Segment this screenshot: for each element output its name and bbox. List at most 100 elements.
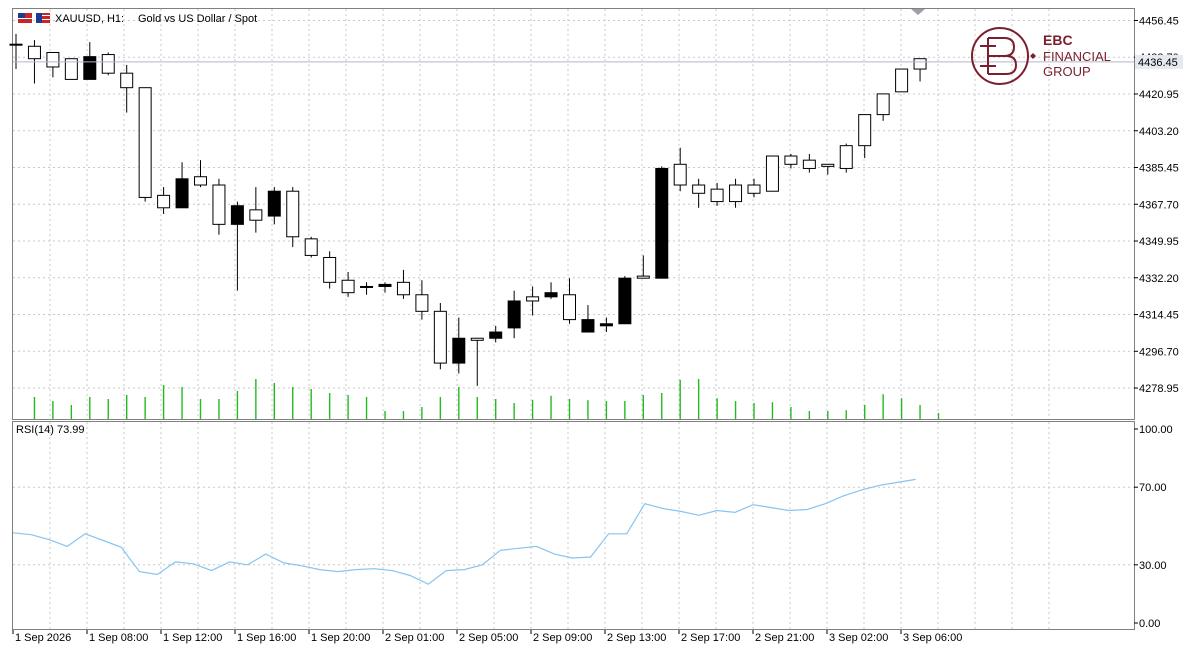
candle [470, 337, 484, 386]
candle [563, 278, 576, 324]
candle-body [470, 337, 484, 341]
candle [673, 147, 687, 192]
candle-body [839, 145, 853, 169]
candle [765, 155, 779, 192]
price-tick-label: 4332.20 [1139, 273, 1179, 285]
chart-description: Gold vs US Dollar / Spot [138, 13, 257, 25]
candle-body [489, 331, 503, 339]
candle-body [692, 184, 706, 194]
candle [452, 317, 466, 374]
candle-body [157, 194, 171, 209]
candle [194, 160, 207, 188]
candle-body [396, 281, 410, 296]
candle [138, 87, 152, 202]
flag-eu-icon [18, 13, 32, 23]
candle [821, 163, 835, 175]
candle [157, 187, 171, 214]
candle [636, 255, 650, 279]
time-tick-label: 3 Sep 02:00 [829, 632, 888, 644]
candle [802, 153, 816, 173]
candle-body [655, 167, 669, 279]
logo-line1: EBC [1043, 32, 1073, 48]
chart-symbol: XAUUSD, H1: [55, 13, 124, 25]
candle [415, 280, 429, 320]
price-tick-label: 4314.45 [1139, 310, 1179, 322]
candle-body [27, 45, 41, 60]
candle [913, 58, 927, 82]
rsi-tick-label: 100.00 [1139, 424, 1173, 436]
candle-body [636, 275, 650, 279]
candle [895, 68, 909, 93]
price-tick-label: 4278.95 [1139, 383, 1179, 395]
price-tick-label: 4349.95 [1139, 236, 1179, 248]
time-tick-label: 2 Sep 21:00 [755, 632, 814, 644]
rsi-panel [12, 421, 1135, 630]
candle [876, 93, 890, 121]
rsi-label: RSI(14) 73.99 [16, 424, 84, 436]
candle-body [729, 184, 743, 203]
candle [175, 162, 189, 209]
candle [526, 286, 540, 316]
rsi-tick-label: 30.00 [1139, 560, 1167, 572]
candle-body [83, 56, 97, 80]
candle [433, 303, 447, 370]
candle [286, 187, 300, 248]
current-price-marker: 4436.45 [13, 54, 1183, 69]
candle-body [599, 323, 613, 327]
volume-bars [33, 379, 940, 419]
candle-body [876, 93, 890, 116]
candle-body [378, 283, 392, 287]
candle-body [784, 155, 798, 165]
candle-body [433, 310, 447, 364]
candle-body [821, 163, 835, 167]
candle [249, 187, 263, 233]
candle [360, 282, 374, 295]
candle-body [710, 188, 724, 203]
candle-body [230, 205, 244, 225]
price-tick-label: 4403.20 [1139, 126, 1179, 138]
chart-shift-marker-icon[interactable] [911, 9, 925, 15]
candle-body [194, 176, 207, 186]
candle [655, 166, 669, 279]
candle-body [507, 300, 521, 329]
candle [489, 325, 503, 343]
candle [710, 182, 724, 206]
price-tick-label: 4420.95 [1139, 89, 1179, 101]
price-tick-label: 4367.70 [1139, 199, 1179, 211]
chart-header: XAUUSD, H1: Gold vs US Dollar / Spot [18, 13, 257, 25]
candle-body [101, 54, 115, 74]
flag-us-icon [36, 13, 50, 23]
candle-body [747, 184, 761, 194]
candle-body [563, 294, 576, 321]
candle-body [9, 43, 23, 46]
time-tick-label: 1 Sep 16:00 [237, 632, 296, 644]
candle [839, 143, 853, 173]
candle [396, 269, 410, 299]
candle-body [544, 292, 558, 298]
price-tick-label: 4296.70 [1139, 346, 1179, 358]
time-tick-label: 2 Sep 17:00 [681, 632, 740, 644]
price-panel [12, 8, 1135, 420]
candle [729, 178, 743, 208]
candle-body [175, 178, 189, 209]
price-tick-label: 4456.45 [1139, 15, 1179, 27]
candle [599, 317, 613, 333]
candle [544, 282, 558, 299]
candle [323, 251, 337, 289]
logo-line2: FINANCIAL [1043, 49, 1111, 64]
candle-body [895, 68, 909, 93]
price-tick-label: 4385.45 [1139, 163, 1179, 175]
candle [618, 276, 632, 325]
candle [858, 114, 872, 159]
candle-body [212, 184, 226, 225]
logo-line3: GROUP [1043, 64, 1091, 79]
candle-body [46, 51, 60, 68]
logo-diamond-icon [1030, 53, 1036, 59]
time-tick-label: 1 Sep 20:00 [311, 632, 370, 644]
candle-body [286, 190, 300, 238]
current-price-label: 4436.45 [1138, 57, 1178, 69]
candle-body [138, 87, 152, 198]
candle-body [802, 159, 816, 169]
time-tick-label: 2 Sep 05:00 [459, 632, 518, 644]
